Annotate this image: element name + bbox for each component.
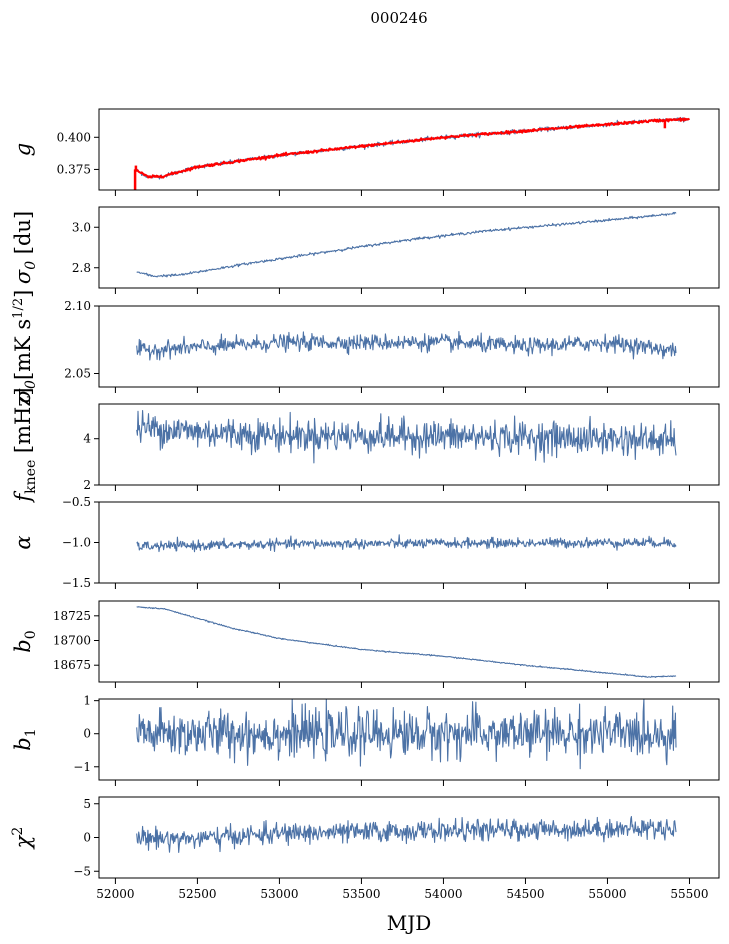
y-axis-label: α	[11, 535, 35, 549]
panel-chi2: −5 0 5 52000 52500 53000 53500 54000 54500 55000 5…	[10, 796, 720, 901]
y-tick-label: 2.05	[64, 367, 91, 381]
x-tick-label: 54000	[424, 887, 462, 901]
series-line	[136, 606, 677, 678]
panel-alpha: −1.5 −1.0 −0.5 α	[11, 495, 720, 590]
series-line	[136, 409, 677, 464]
y-tick-label: −1	[73, 760, 91, 774]
x-tick-label: 52000	[96, 887, 134, 901]
y-tick-label: 1	[83, 694, 91, 708]
series-line	[136, 815, 677, 853]
y-tick-label: 18675	[53, 658, 91, 672]
y-tick-label: 2	[83, 478, 91, 492]
x-axis-label: MJD	[387, 911, 432, 935]
panels: 0.375 0.400 g 2.8 3.0 σ0 [du] 2.05 2.10 σ0[mK s1…	[10, 108, 720, 901]
panel-fknee: 2 4 fknee [mHz]	[11, 387, 720, 504]
y-tick-label: 18700	[53, 634, 91, 648]
series-line	[136, 211, 677, 278]
axes-frame	[98, 108, 720, 191]
panel-g: 0.375 0.400 g	[11, 108, 720, 196]
y-axis-label: σ0 [du]	[11, 211, 39, 284]
y-tick-label: 2.8	[72, 261, 91, 275]
axes-frame	[98, 305, 720, 388]
y-axis-label: b0	[11, 630, 39, 652]
axes-frame	[98, 796, 720, 879]
y-axis-label: b1	[11, 728, 39, 750]
y-axis-label: fknee [mHz]	[11, 387, 39, 503]
series-line	[136, 331, 677, 361]
x-tick-label: 53500	[342, 887, 380, 901]
y-tick-label: 18725	[53, 609, 91, 623]
y-tick-label: 5	[83, 797, 91, 811]
y-tick-label: 0.400	[57, 130, 91, 144]
axes-frame	[98, 600, 720, 683]
y-axis-label: σ0[mK s1/2]	[11, 290, 39, 404]
axes-frame	[98, 206, 720, 289]
y-tick-label: −1.5	[62, 576, 91, 590]
y-tick-label: −1.0	[62, 536, 91, 550]
y-axis-label: g	[11, 143, 35, 156]
y-tick-label: 0	[83, 727, 91, 741]
x-tick-label: 55500	[670, 887, 708, 901]
series-line	[134, 116, 690, 180]
series-line	[134, 117, 690, 179]
y-tick-label: −0.5	[62, 495, 91, 509]
y-tick-label: −5	[73, 864, 91, 878]
y-tick-label: 4	[83, 432, 91, 446]
axes-frame	[98, 403, 720, 486]
y-axis-label: χ2	[10, 827, 35, 851]
series-line	[136, 534, 677, 553]
series-line	[136, 698, 677, 770]
x-tick-label: 54500	[506, 887, 544, 901]
axes-frame	[98, 698, 720, 781]
y-tick-label: 3.0	[72, 220, 91, 234]
x-tick-label: 55000	[588, 887, 626, 901]
panel-b1: −1 0 1 b1	[11, 694, 720, 786]
panel-sigma0_du: 2.8 3.0 σ0 [du]	[11, 206, 720, 294]
y-tick-label: 2.10	[64, 299, 91, 313]
figure-title: 000246	[370, 9, 427, 27]
x-tick-label: 52500	[178, 887, 216, 901]
y-tick-label: 0	[83, 831, 91, 845]
x-tick-label: 53000	[260, 887, 298, 901]
panel-b0: 18675 18700 18725 b0	[11, 600, 720, 688]
panel-sigma0_mK: 2.05 2.10 σ0[mK s1/2]	[11, 290, 720, 404]
y-tick-label: 0.375	[57, 162, 91, 176]
